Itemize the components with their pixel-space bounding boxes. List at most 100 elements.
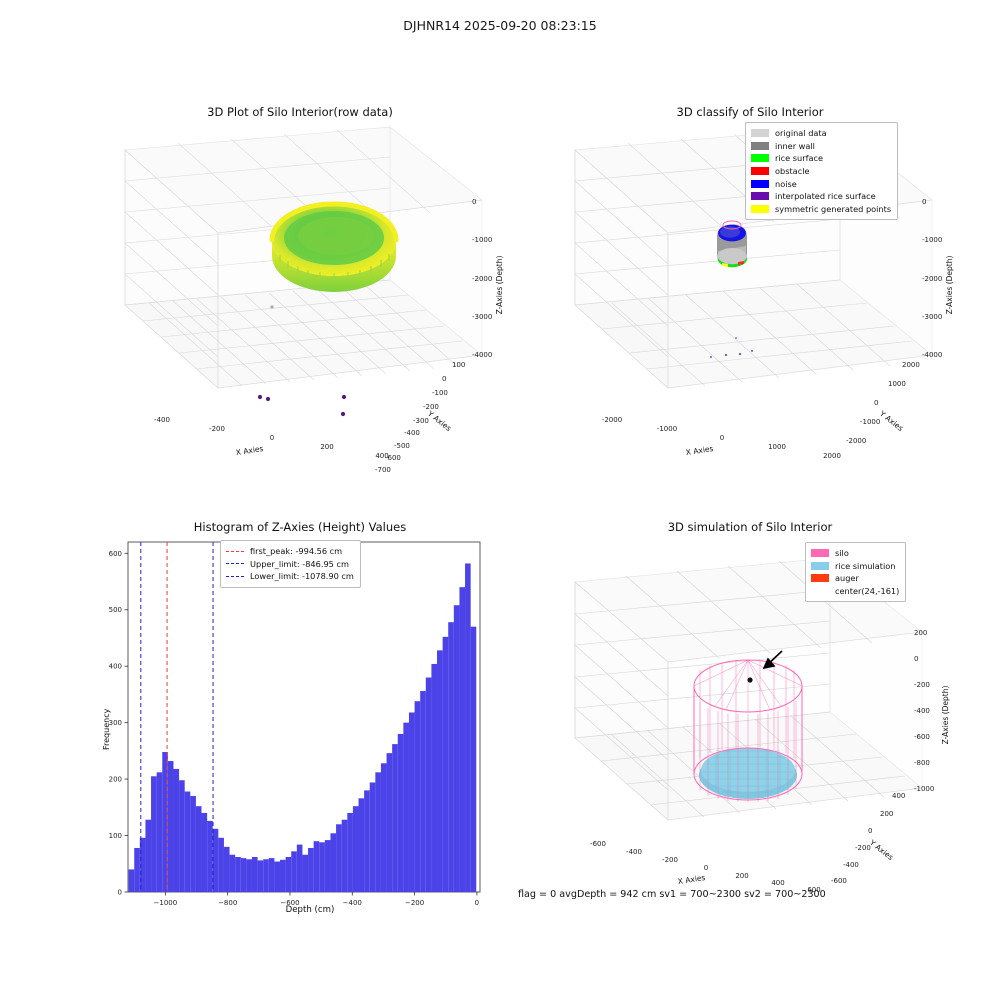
hist-bar bbox=[285, 857, 292, 892]
legend-item[interactable]: rice simulation bbox=[811, 560, 899, 573]
hist-bar bbox=[431, 663, 438, 892]
legend-label: noise bbox=[775, 178, 797, 189]
legend-item[interactable]: rice surface bbox=[751, 152, 891, 165]
x-tick-label: −800 bbox=[218, 899, 237, 907]
legend-item[interactable]: inner wall bbox=[751, 140, 891, 153]
hist-bar bbox=[162, 752, 168, 892]
sim-zlabel: Z-Axies (Depth) bbox=[941, 686, 950, 745]
raw-ylabel: Y Axies bbox=[425, 409, 453, 433]
panel-histogram: Histogram of Z-Axies (Height) Values 0 10… bbox=[90, 520, 510, 920]
svg-text:600: 600 bbox=[807, 886, 820, 894]
panel-raw-title: 3D Plot of Silo Interior(row data) bbox=[207, 105, 393, 119]
svg-text:2000: 2000 bbox=[823, 452, 841, 460]
legend-swatch-original-data bbox=[751, 129, 769, 138]
svg-text:0: 0 bbox=[720, 434, 724, 442]
y-tick-label: 100 bbox=[109, 832, 122, 840]
svg-text:-1000: -1000 bbox=[860, 418, 880, 426]
hist-bar bbox=[442, 636, 449, 892]
svg-text:-200: -200 bbox=[423, 403, 439, 411]
hist-bar bbox=[470, 626, 477, 892]
hist-bar bbox=[420, 691, 426, 892]
hist-bar bbox=[280, 859, 286, 892]
hist-bar bbox=[257, 860, 264, 892]
legend-item[interactable]: silo bbox=[811, 547, 899, 560]
legend-item[interactable]: Upper_limit: -846.95 cm bbox=[226, 558, 354, 571]
legend-label: symmetric generated points bbox=[775, 203, 892, 214]
legend-item[interactable]: symmetric generated points bbox=[751, 203, 891, 216]
svg-text:0: 0 bbox=[442, 375, 446, 383]
hist-bar bbox=[240, 858, 247, 892]
panel-sim-title: 3D simulation of Silo Interior bbox=[667, 520, 833, 534]
legend-item[interactable]: Lower_limit: -1078.90 cm bbox=[226, 570, 354, 583]
legend-label: silo bbox=[835, 548, 849, 559]
legend-swatch-silo bbox=[811, 549, 829, 558]
sim-silo-wireframe bbox=[693, 659, 803, 802]
raw-rice-surface bbox=[269, 201, 399, 292]
hist-bar bbox=[364, 790, 370, 892]
legend-item[interactable]: auger bbox=[811, 572, 899, 585]
classify-object bbox=[717, 220, 747, 268]
svg-text:100: 100 bbox=[452, 361, 465, 369]
legend-dash-first-peak bbox=[226, 550, 244, 552]
svg-text:-1000: -1000 bbox=[657, 425, 677, 433]
legend-item[interactable]: noise bbox=[751, 177, 891, 190]
svg-text:400: 400 bbox=[892, 792, 905, 800]
raw-xlabel: X Axies bbox=[235, 444, 264, 457]
x-tick-label: 0 bbox=[475, 899, 479, 907]
raw-y-ticks: 100 0 -100 -200 -300 -400 -500 -600 -700 bbox=[375, 361, 465, 474]
hist-bar bbox=[302, 854, 309, 892]
hist-bar bbox=[274, 861, 281, 892]
svg-text:-200: -200 bbox=[914, 681, 930, 689]
svg-text:-600: -600 bbox=[914, 733, 930, 741]
svg-text:1000: 1000 bbox=[768, 443, 786, 451]
hist-bar bbox=[341, 819, 348, 892]
panel-hist-title: Histogram of Z-Axies (Height) Values bbox=[193, 520, 407, 534]
legend-item[interactable]: obstacle bbox=[751, 165, 891, 178]
panel-classify-title: 3D classify of Silo Interior bbox=[676, 105, 824, 119]
hist-bar bbox=[156, 772, 163, 892]
histogram-canvas[interactable]: 0 100 200 300 400 500 600 −1000 −800 −600 −400 −20… bbox=[90, 520, 510, 920]
svg-text:-200: -200 bbox=[209, 425, 225, 433]
hist-bar bbox=[291, 851, 297, 892]
hist-x-ticks: −1000 −800 −600 −400 −200 0 bbox=[154, 892, 479, 907]
svg-text:2000: 2000 bbox=[902, 361, 920, 369]
x-tick-label: −1000 bbox=[154, 899, 178, 907]
hist-bar bbox=[268, 858, 275, 892]
simulation-canvas[interactable]: -600 -400 -200 0 200 400 600 X Axies 400… bbox=[540, 520, 960, 894]
y-tick-label: 500 bbox=[109, 606, 122, 614]
hist-bar bbox=[414, 701, 421, 892]
svg-text:0: 0 bbox=[874, 399, 878, 407]
raw-z-ticks: 0 -1000 -2000 -3000 -4000 bbox=[472, 198, 492, 359]
sim-auger-arrow bbox=[762, 650, 783, 670]
hist-bar bbox=[151, 776, 157, 892]
x-tick-label: −400 bbox=[343, 899, 362, 907]
hist-bar bbox=[369, 782, 376, 892]
panel-raw-canvas[interactable]: -400 -200 0 200 400 X Axies 100 0 -100 -… bbox=[90, 105, 510, 474]
legend-swatch-symmetric-generated-points bbox=[751, 204, 769, 213]
legend-item[interactable]: interpolated rice surface bbox=[751, 190, 891, 203]
hist-bar bbox=[380, 763, 387, 892]
hist-bar bbox=[408, 712, 415, 892]
svg-text:200: 200 bbox=[880, 810, 893, 818]
legend-swatch-rice-simulation bbox=[811, 561, 829, 570]
legend-dash-upper-limit bbox=[226, 563, 244, 565]
y-tick-label: 400 bbox=[109, 663, 122, 671]
hist-bar bbox=[235, 857, 241, 892]
raw-noise-points bbox=[257, 305, 347, 417]
hist-bar bbox=[319, 842, 325, 892]
svg-text:-2000: -2000 bbox=[846, 437, 866, 445]
hist-bar bbox=[403, 722, 409, 892]
svg-text:400: 400 bbox=[771, 879, 784, 887]
legend-swatch-blank bbox=[811, 587, 829, 595]
legend-swatch-obstacle bbox=[751, 167, 769, 176]
legend-item[interactable]: first_peak: -994.56 cm bbox=[226, 545, 354, 558]
hist-bar bbox=[218, 837, 224, 892]
svg-text:0: 0 bbox=[868, 827, 872, 835]
legend-item[interactable]: original data bbox=[751, 127, 891, 140]
y-tick-label: 300 bbox=[109, 719, 122, 727]
svg-text:0: 0 bbox=[914, 655, 918, 663]
legend-label: Lower_limit: -1078.90 cm bbox=[250, 571, 354, 582]
classify-xlabel: X Axies bbox=[685, 444, 714, 457]
svg-text:-600: -600 bbox=[590, 840, 606, 848]
legend-label: interpolated rice surface bbox=[775, 191, 876, 202]
